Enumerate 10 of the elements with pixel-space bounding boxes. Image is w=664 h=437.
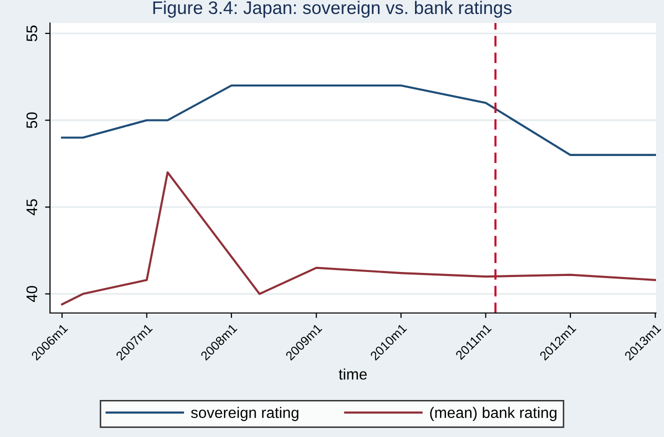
y-tick-label: 55 (26, 26, 38, 42)
chart-title: Figure 3.4: Japan: sovereign vs. bank ratings (153, 0, 512, 18)
legend-label: sovereign rating (191, 406, 298, 422)
y-tick-label: 45 (26, 199, 38, 216)
y-tick-label: 40 (26, 286, 38, 302)
legend-label: (mean) bank rating (430, 406, 556, 422)
x-axis-title: time (338, 368, 367, 380)
line-series (61, 171, 656, 306)
y-tick-label: 50 (26, 112, 38, 128)
line-series (61, 84, 656, 156)
